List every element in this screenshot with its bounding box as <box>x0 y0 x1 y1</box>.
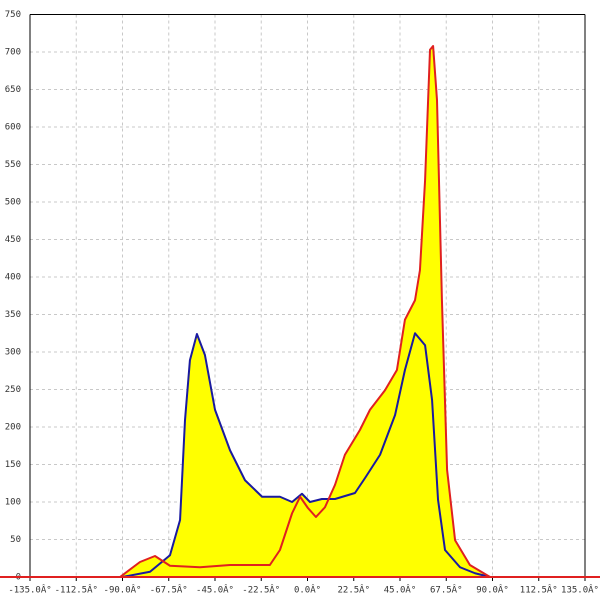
x-tick-label: 45.0Â° <box>384 584 417 596</box>
x-tick-label: 90.0Â° <box>476 584 509 596</box>
x-tick-label: 0.0Â° <box>294 584 321 596</box>
y-tick-label: 600 <box>5 123 21 133</box>
y-tick-label: 300 <box>5 348 21 358</box>
y-tick-label: 250 <box>5 385 21 395</box>
x-tick-label: -67.5Â° <box>150 584 188 596</box>
y-tick-label: 350 <box>5 310 21 320</box>
x-tick-label: 67.5Â° <box>430 584 463 596</box>
y-tick-label: 750 <box>5 10 21 20</box>
y-tick-label: 550 <box>5 160 21 170</box>
line <box>122 332 491 578</box>
x-tick-label: 22.5Â° <box>337 584 370 596</box>
y-tick-label: 700 <box>5 48 21 58</box>
y-tick-label: 450 <box>5 235 21 245</box>
area <box>122 333 491 577</box>
y-tick-label: 50 <box>10 535 21 545</box>
y-tick-label: 150 <box>5 460 21 470</box>
line <box>119 45 491 578</box>
y-tick-label: 650 <box>5 85 21 95</box>
x-tick-label: -135.0Â° <box>8 584 51 596</box>
x-tick-label: -45.0Â° <box>196 584 234 596</box>
y-tick-label: 500 <box>5 198 21 208</box>
y-tick-label: 400 <box>5 273 21 283</box>
x-tick-label: -22.5Â° <box>242 584 280 596</box>
x-tick-label: -90.0Â° <box>104 584 142 596</box>
y-tick-label: 200 <box>5 423 21 433</box>
y-tick-label: 100 <box>5 498 21 508</box>
x-tick-label: 135.0Â° <box>561 584 599 596</box>
x-tick-label: -112.5Â° <box>55 584 98 596</box>
x-tick-label: 112.5Â° <box>520 584 558 596</box>
